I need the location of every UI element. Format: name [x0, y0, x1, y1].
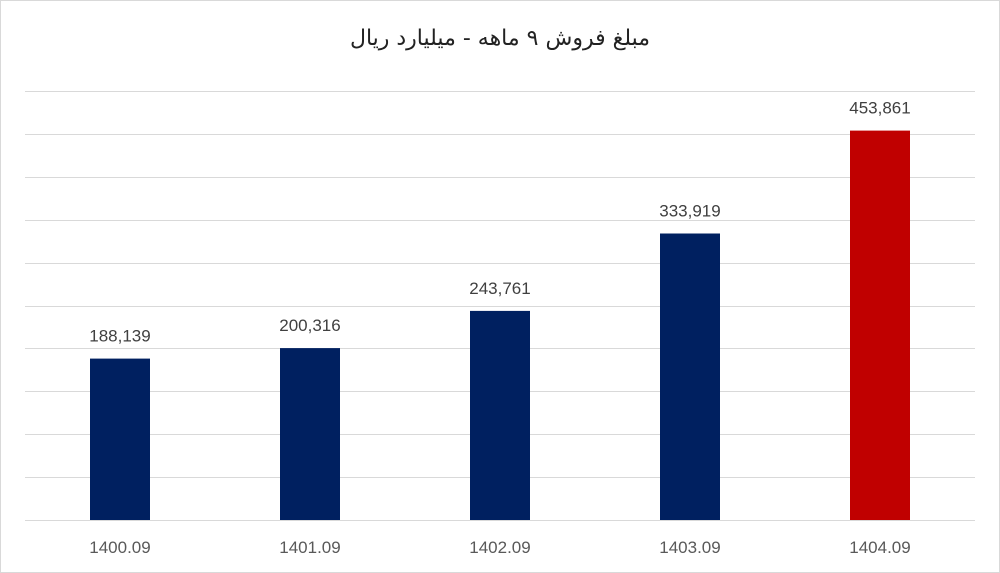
bar-1400.09 — [90, 358, 150, 520]
bars — [90, 130, 910, 520]
bar-1403.09 — [660, 233, 720, 520]
gridlines — [25, 91, 975, 521]
x-tick-label-1401.09: 1401.09 — [279, 538, 340, 557]
x-tick-label-1403.09: 1403.09 — [659, 538, 720, 557]
bar-1402.09 — [470, 310, 530, 520]
x-tick-label-1400.09: 1400.09 — [89, 538, 150, 557]
x-tick-label-1404.09: 1404.09 — [849, 538, 910, 557]
data-label-1404.09: 453,861 — [849, 99, 910, 118]
data-labels: 188,139 200,316 243,761 333,919 453,861 — [89, 99, 910, 346]
data-label-1403.09: 333,919 — [659, 202, 720, 221]
x-axis-tick-labels: 1400.09 1401.09 1402.09 1403.09 1404.09 — [89, 538, 910, 557]
chart-title: مبلغ فروش ۹ ماهه - میلیارد ریال — [349, 26, 651, 51]
data-label-1402.09: 243,761 — [469, 279, 530, 298]
x-tick-label-1402.09: 1402.09 — [469, 538, 530, 557]
bar-1401.09 — [280, 348, 340, 520]
data-label-1401.09: 200,316 — [279, 316, 340, 335]
bar-1404.09 — [850, 130, 910, 520]
data-label-1400.09: 188,139 — [89, 327, 150, 346]
